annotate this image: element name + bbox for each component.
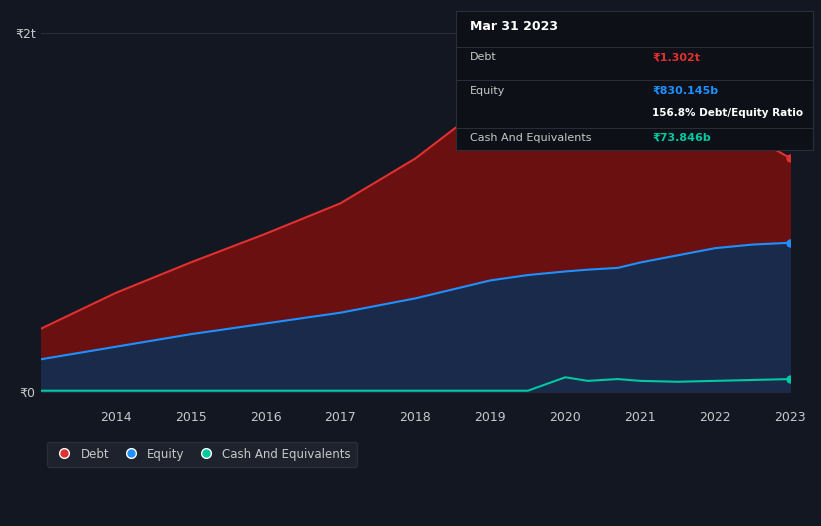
Text: Equity: Equity xyxy=(470,86,505,96)
Text: Mar 31 2023: Mar 31 2023 xyxy=(470,21,558,33)
Text: ₹1.302t: ₹1.302t xyxy=(652,53,700,63)
Legend: Debt, Equity, Cash And Equivalents: Debt, Equity, Cash And Equivalents xyxy=(47,442,357,467)
Text: ₹73.846b: ₹73.846b xyxy=(652,133,711,143)
Text: ₹830.145b: ₹830.145b xyxy=(652,86,718,96)
Text: 156.8% Debt/Equity Ratio: 156.8% Debt/Equity Ratio xyxy=(652,108,803,118)
Text: Debt: Debt xyxy=(470,53,497,63)
Text: Cash And Equivalents: Cash And Equivalents xyxy=(470,133,591,143)
